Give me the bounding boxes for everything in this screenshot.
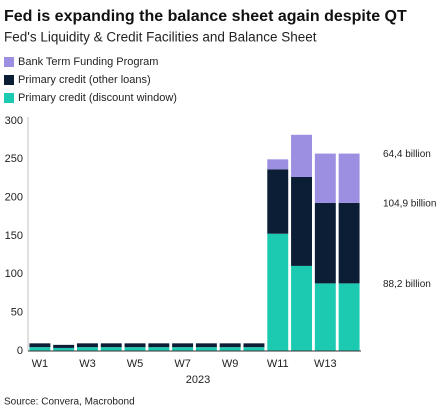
bar-segment bbox=[53, 344, 75, 348]
bar-segment bbox=[291, 265, 313, 351]
bar-segment bbox=[100, 343, 122, 348]
legend-label: Primary credit (other loans) bbox=[18, 74, 151, 86]
bar-segment bbox=[29, 347, 51, 351]
bar-segment bbox=[172, 343, 194, 348]
bar-segment bbox=[243, 343, 265, 348]
bar-segment bbox=[314, 283, 336, 351]
chart-subtitle: Fed's Liquidity & Credit Facilities and … bbox=[4, 30, 317, 45]
bar-segment bbox=[76, 347, 98, 351]
y-tick-label: 0 bbox=[17, 345, 23, 357]
bar-segment bbox=[124, 347, 146, 351]
legend-swatch bbox=[4, 75, 14, 85]
bar-segment bbox=[100, 347, 122, 351]
x-tick-label: W11 bbox=[267, 358, 289, 370]
bar-segment bbox=[243, 347, 265, 351]
bar-segment bbox=[76, 343, 98, 348]
y-tick-label: 100 bbox=[5, 268, 23, 280]
bar-segment bbox=[291, 134, 313, 177]
bar-segment bbox=[195, 347, 217, 351]
legend-swatch bbox=[4, 93, 14, 103]
bar-segment bbox=[338, 153, 360, 203]
bar-segment bbox=[53, 347, 75, 351]
chart-title: Fed is expanding the balance sheet again… bbox=[4, 8, 407, 25]
y-tick-label: 50 bbox=[11, 307, 23, 319]
value-label: 104,9 billion bbox=[383, 199, 436, 210]
bar-segment bbox=[267, 169, 289, 234]
bar-segment bbox=[148, 343, 170, 348]
bar-segment bbox=[314, 202, 336, 284]
legend-label: Primary credit (discount window) bbox=[18, 92, 177, 104]
bar-segment bbox=[219, 347, 241, 351]
bar-segment bbox=[148, 347, 170, 351]
bar-segment bbox=[29, 343, 51, 348]
y-tick-label: 200 bbox=[5, 192, 23, 204]
value-label: 88,2 billion bbox=[383, 279, 431, 290]
x-tick-label: W5 bbox=[127, 358, 144, 370]
y-tick-label: 300 bbox=[5, 115, 23, 127]
legend-label: Bank Term Funding Program bbox=[18, 56, 158, 68]
bar-segment bbox=[267, 233, 289, 351]
bar-segment bbox=[338, 202, 360, 284]
x-tick-label: W13 bbox=[314, 358, 337, 370]
value-label: 64,4 billion bbox=[383, 149, 431, 160]
source: Source: Convera, Macrobond bbox=[4, 397, 135, 408]
bar-segment bbox=[195, 343, 217, 348]
bar-segment bbox=[338, 283, 360, 351]
bar-segment bbox=[219, 343, 241, 348]
y-tick-label: 150 bbox=[5, 230, 23, 242]
x-tick-label: W9 bbox=[222, 358, 239, 370]
x-tick-label: W1 bbox=[32, 358, 49, 370]
bar-segment bbox=[172, 347, 194, 351]
legend-swatch bbox=[4, 57, 14, 67]
y-tick-label: 250 bbox=[5, 153, 23, 165]
bar-segment bbox=[267, 159, 289, 170]
bar-segment bbox=[314, 153, 336, 203]
x-axis-label: 2023 bbox=[186, 374, 210, 386]
bar-segment bbox=[291, 176, 313, 266]
x-tick-label: W7 bbox=[174, 358, 191, 370]
bar-segment bbox=[124, 343, 146, 348]
x-tick-label: W3 bbox=[79, 358, 96, 370]
